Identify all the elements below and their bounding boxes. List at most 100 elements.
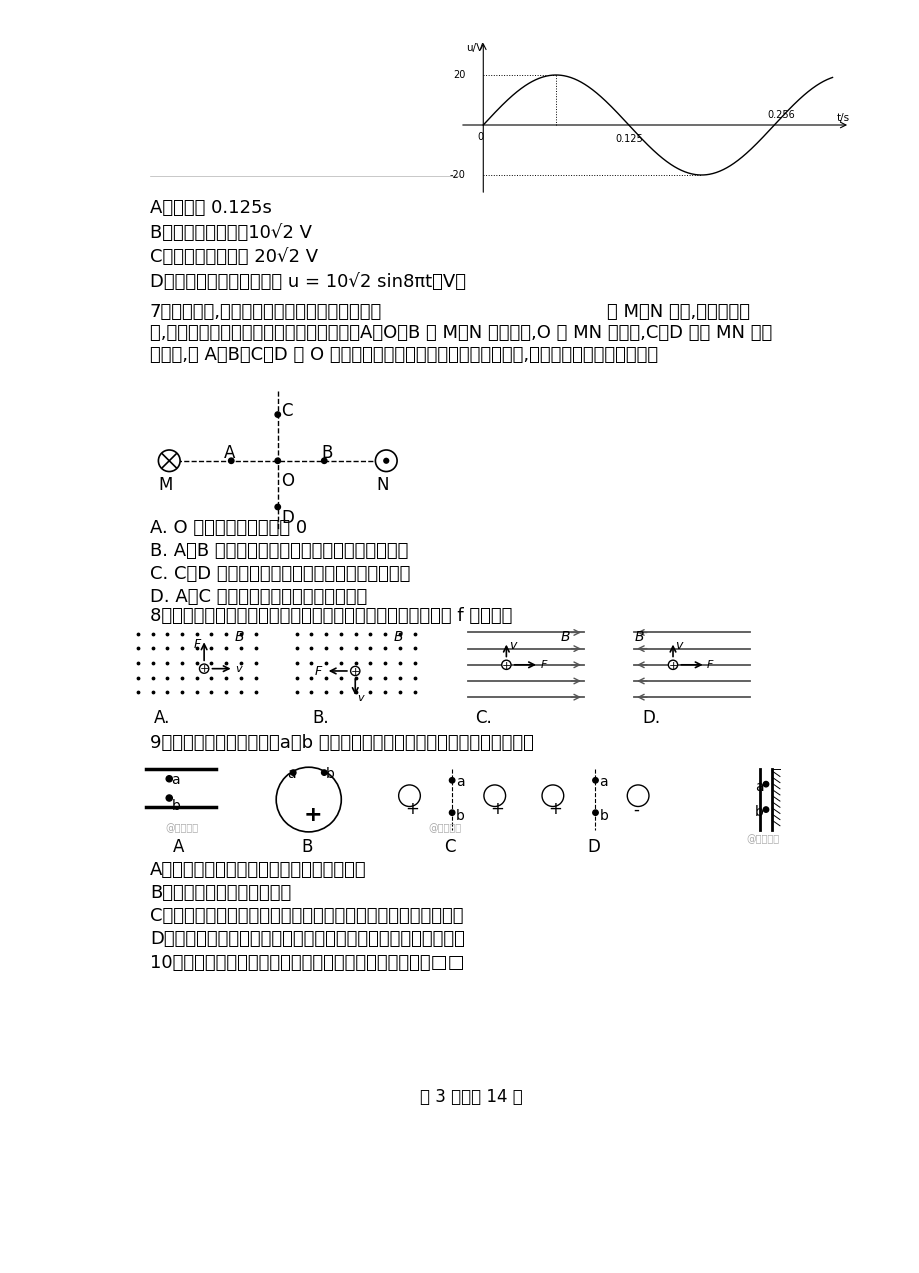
Text: t/s: t/s	[836, 113, 849, 123]
Circle shape	[763, 782, 768, 787]
Text: C: C	[444, 838, 456, 855]
Circle shape	[375, 449, 397, 471]
Text: @正确教育: @正确教育	[165, 822, 199, 833]
Text: a: a	[171, 773, 180, 787]
Circle shape	[199, 665, 209, 673]
Text: B: B	[321, 444, 332, 462]
Circle shape	[275, 412, 280, 418]
Text: A. O 点处的磁感应强度为 0: A. O 点处的磁感应强度为 0	[150, 518, 307, 536]
Text: F: F	[193, 638, 200, 651]
Circle shape	[158, 449, 180, 471]
Text: 7．如图所示,两根相互平行的长直导线过纸面上: 7．如图所示,两根相互平行的长直导线过纸面上	[150, 303, 381, 321]
Text: C: C	[281, 402, 293, 420]
Text: v: v	[235, 663, 242, 673]
Text: C．两等量同种电荷其连线的中垂线上与连线中点等距的任意两点: C．两等量同种电荷其连线的中垂线上与连线中点等距的任意两点	[150, 908, 463, 925]
Text: 10．两个物体具有相同的动量，则它们一定具有（　　）□□: 10．两个物体具有相同的动量，则它们一定具有（ ）□□	[150, 953, 464, 971]
Text: @正确教育: @正确教育	[428, 822, 461, 833]
Text: D.: D.	[641, 709, 660, 727]
Text: b: b	[171, 798, 180, 812]
Text: B: B	[633, 630, 643, 644]
Text: C.: C.	[475, 709, 492, 727]
Text: D．两等量异种电荷其连线的中垂线上与连线中点等距的任意两点: D．两等量异种电荷其连线的中垂线上与连线中点等距的任意两点	[150, 931, 464, 948]
Circle shape	[398, 785, 420, 807]
Text: 20: 20	[453, 70, 465, 80]
Text: O: O	[280, 472, 293, 490]
Text: v: v	[357, 693, 363, 703]
Text: +: +	[548, 801, 562, 819]
Text: 垂线上,且 A、B、C、D 到 O 点的距离均相等。关于以上几点处的磁场,下列说法错误的是（　　）: 垂线上,且 A、B、C、D 到 O 点的距离均相等。关于以上几点处的磁场,下列说…	[150, 346, 657, 364]
Text: +: +	[303, 805, 322, 825]
Circle shape	[592, 778, 597, 783]
Text: a: a	[754, 779, 763, 793]
Text: 0: 0	[477, 132, 482, 143]
Text: 9．如下图所示的情况中，a、b 两点电势相等、电场强度也相同的是（　　）: 9．如下图所示的情况中，a、b 两点电势相等、电场强度也相同的是（ ）	[150, 735, 533, 752]
Circle shape	[275, 458, 280, 463]
Circle shape	[275, 504, 280, 509]
Text: a: a	[456, 775, 464, 789]
Text: D: D	[587, 838, 600, 855]
Circle shape	[501, 661, 510, 670]
Circle shape	[166, 794, 172, 801]
Circle shape	[448, 810, 454, 815]
Text: +: +	[350, 667, 359, 677]
Text: +: +	[404, 801, 418, 819]
Text: B．电压的有效值为10√2 V: B．电压的有效值为10√2 V	[150, 224, 312, 242]
Circle shape	[763, 807, 768, 812]
Text: +: +	[667, 661, 677, 671]
Circle shape	[592, 810, 597, 815]
Text: b: b	[456, 808, 464, 822]
Text: D: D	[281, 509, 294, 527]
Text: 8．在图示的四幅图中，正确标明了带正电的粒子所受洛伦兹力 f 方向的是: 8．在图示的四幅图中，正确标明了带正电的粒子所受洛伦兹力 f 方向的是	[150, 607, 512, 625]
Text: b: b	[325, 768, 335, 782]
Text: A.: A.	[153, 709, 170, 727]
Text: +: +	[490, 801, 504, 819]
Text: 第 3 页，共 14 页: 第 3 页，共 14 页	[420, 1088, 522, 1106]
Text: B: B	[235, 630, 244, 644]
Text: C. C、D 两点处的磁感应强度大小相等、方向相同: C. C、D 两点处的磁感应强度大小相等、方向相同	[150, 565, 410, 583]
Text: b: b	[754, 805, 763, 819]
Circle shape	[166, 775, 172, 782]
Text: F: F	[707, 659, 713, 670]
Circle shape	[627, 785, 648, 807]
Text: b: b	[598, 808, 607, 822]
Text: B. A、B 两点处的磁感应强度大小相等、方向相反: B. A、B 两点处的磁感应强度大小相等、方向相反	[150, 541, 408, 560]
Text: F: F	[314, 665, 322, 677]
Text: a: a	[598, 775, 607, 789]
Text: N: N	[376, 476, 388, 494]
Circle shape	[541, 785, 563, 807]
Circle shape	[350, 666, 359, 676]
Text: B: B	[560, 630, 570, 644]
Text: 直,导线中通有大小相等、方向相反的电流。A、O、B 在 M、N 的连线上,O 为 MN 的中点,C、D 位于 MN 的中: 直,导线中通有大小相等、方向相反的电流。A、O、B 在 M、N 的连线上,O 为…	[150, 325, 771, 342]
Circle shape	[290, 770, 296, 775]
Text: C．电压的最大值为 20√2 V: C．电压的最大值为 20√2 V	[150, 248, 318, 266]
Circle shape	[321, 770, 326, 775]
Circle shape	[448, 778, 454, 783]
Text: F: F	[539, 659, 546, 670]
Circle shape	[321, 458, 326, 463]
Text: @正确教育: @正确教育	[746, 834, 779, 844]
Text: -20: -20	[449, 171, 465, 179]
Text: B: B	[393, 630, 403, 644]
Text: B．离点电荷等距的任意两点: B．离点电荷等距的任意两点	[150, 885, 290, 903]
Text: D. A、C 两点处的磁感应强度的方向不同: D. A、C 两点处的磁感应强度的方向不同	[150, 588, 367, 606]
Text: A．周期为 0.125s: A．周期为 0.125s	[150, 199, 271, 216]
Circle shape	[228, 458, 233, 463]
Text: +: +	[501, 661, 511, 671]
Circle shape	[483, 785, 505, 807]
Text: M: M	[158, 476, 173, 494]
Circle shape	[667, 661, 677, 670]
Text: 的 M、N 两点,且与纸面垂: 的 M、N 两点,且与纸面垂	[607, 303, 749, 321]
Text: a: a	[287, 768, 295, 782]
Text: 0.125: 0.125	[614, 134, 642, 144]
Text: -: -	[633, 801, 639, 819]
Text: D．电压瞬时值的表达式为 u = 10√2 sin8πt（V）: D．电压瞬时值的表达式为 u = 10√2 sin8πt（V）	[150, 272, 465, 290]
Text: u/V: u/V	[465, 42, 482, 52]
Text: A．带等量异种电荷的平行金属板之间的两点: A．带等量异种电荷的平行金属板之间的两点	[150, 861, 366, 880]
Text: A: A	[223, 444, 234, 462]
Circle shape	[382, 458, 389, 463]
Text: +: +	[199, 665, 209, 675]
Text: A: A	[173, 838, 185, 855]
Text: 0.256: 0.256	[766, 109, 794, 120]
Text: B: B	[301, 838, 312, 855]
Text: B.: B.	[312, 709, 329, 727]
